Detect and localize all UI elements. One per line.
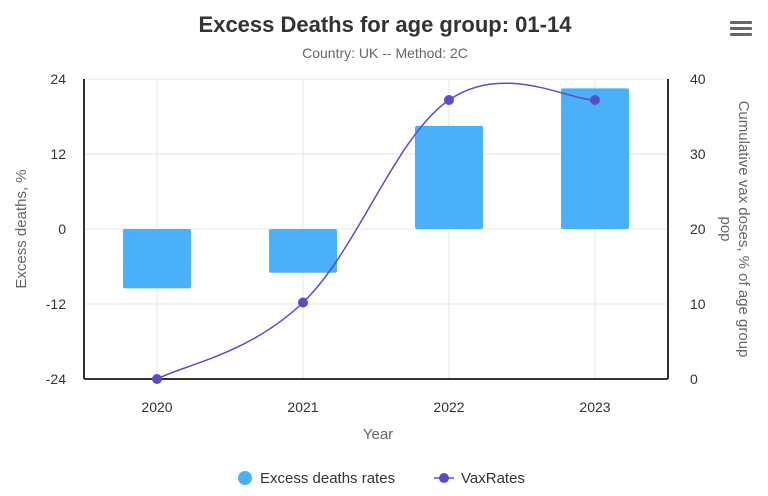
- bar-2020: [123, 229, 191, 289]
- y-right-tick-label: 0: [690, 371, 698, 387]
- hamburger-menu-icon: [728, 21, 754, 36]
- x-axis-label: Year: [363, 426, 393, 443]
- legend-bar-marker: [238, 471, 252, 485]
- tick-labels: 24 12 0 -12 -24 40 30 20 10 0 2020 2021 2022 2023: [46, 71, 706, 415]
- y-right-tick-label: 10: [690, 296, 706, 312]
- legend-line-label: VaxRates: [461, 470, 525, 487]
- chart-title: Excess Deaths for age group: 01-14: [199, 12, 573, 37]
- vaxrates-point-2023: [590, 95, 600, 105]
- y-axis-right-label-line2: pop: [717, 216, 734, 241]
- y-axis-right-label: Cumulative vax doses, % of age grouppop: [717, 101, 752, 358]
- y-right-tick-label: 20: [690, 221, 706, 237]
- y-left-tick-label: 12: [50, 146, 66, 162]
- x-tick-label: 2021: [287, 399, 318, 415]
- bar-2022: [415, 125, 483, 229]
- line-series: [152, 82, 600, 384]
- x-tick-label: 2020: [141, 399, 172, 415]
- legend-line-dot: [439, 473, 449, 483]
- chart-subtitle: Country: UK -- Method: 2C: [302, 45, 468, 61]
- y-axis-left-label: Excess deaths, %: [13, 169, 30, 288]
- legend: Excess deaths rates VaxRates: [238, 470, 525, 487]
- vaxrates-point-2022: [444, 95, 454, 105]
- y-axis-right-label-line1: Cumulative vax doses, % of age group: [735, 101, 752, 358]
- y-left-tick-label: 0: [58, 221, 66, 237]
- axes: [83, 79, 669, 380]
- y-left-tick-label: 24: [50, 71, 66, 87]
- vaxrates-line: [156, 82, 596, 380]
- vaxrates-point-2021: [298, 297, 308, 308]
- x-tick-label: 2023: [579, 399, 610, 415]
- vaxrates-point-2020: [152, 374, 162, 384]
- y-right-tick-label: 40: [690, 71, 706, 87]
- y-left-tick-label: -12: [46, 296, 66, 312]
- x-tick-label: 2022: [433, 399, 464, 415]
- bar-2023: [561, 88, 629, 229]
- bar-series: [123, 88, 629, 289]
- chart-menu-button[interactable]: [728, 18, 754, 44]
- y-left-tick-label: -24: [46, 371, 66, 387]
- legend-bar-label: Excess deaths rates: [260, 470, 395, 487]
- y-right-tick-label: 30: [690, 146, 706, 162]
- bar-2021: [269, 229, 337, 273]
